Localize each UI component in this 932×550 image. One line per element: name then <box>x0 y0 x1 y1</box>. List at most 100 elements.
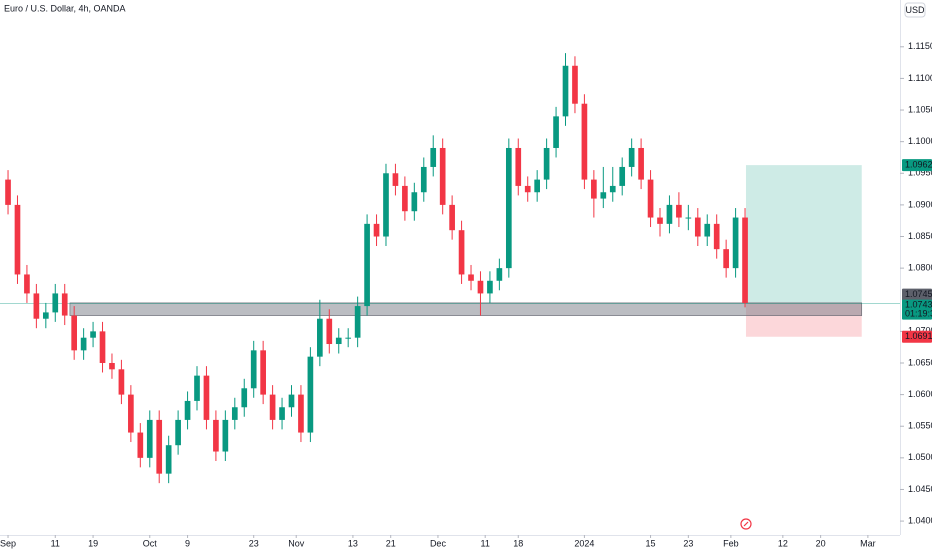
candle-body <box>14 204 21 275</box>
y-tick-label: 1.11500 <box>908 41 932 51</box>
alert-icon[interactable] <box>740 518 752 530</box>
y-tick-label: 1.11000 <box>908 73 932 83</box>
candle-body <box>647 179 654 218</box>
target-label-bg <box>902 159 932 172</box>
y-tick-label: 1.08500 <box>908 231 932 241</box>
candle-body <box>477 280 484 294</box>
stop-label: 1.06915 <box>905 331 932 341</box>
candle-body <box>723 249 729 269</box>
candle-body <box>402 185 408 212</box>
candle-body <box>326 318 333 345</box>
candle-body <box>203 375 210 420</box>
currency-label: USD <box>905 5 925 15</box>
x-tick-label: 21 <box>386 538 396 548</box>
candle-body <box>685 217 692 219</box>
y-tick-label: 1.09000 <box>908 199 932 209</box>
support-zone <box>69 302 863 316</box>
x-tick-label: Dec <box>430 538 447 548</box>
y-tick-label: 1.07000 <box>908 326 932 336</box>
last-price-bg <box>902 299 932 320</box>
x-tick-label: 11 <box>481 538 490 548</box>
y-tick-label: 1.10500 <box>908 104 932 114</box>
x-tick-label: 12 <box>778 538 788 548</box>
candle-body <box>231 407 238 420</box>
candle-body <box>619 166 626 186</box>
candle-body <box>383 173 389 237</box>
candle-body <box>515 147 522 186</box>
target-label: 1.09629 <box>905 159 932 169</box>
candle-body <box>524 185 531 193</box>
x-tick-label: 19 <box>88 538 98 548</box>
candle-body <box>553 116 559 148</box>
candle-body <box>61 293 68 316</box>
entry-label: 1.07454 <box>905 289 932 299</box>
y-tick-label: 1.04500 <box>908 484 932 494</box>
candle-body <box>562 65 569 117</box>
candle-body <box>600 192 607 199</box>
candle-body <box>581 103 588 180</box>
candle-body <box>90 331 96 338</box>
candle-body <box>128 394 134 433</box>
candle-body <box>52 293 59 313</box>
x-tick-label: 20 <box>816 538 826 548</box>
candle-body <box>42 312 49 319</box>
candle-body <box>213 419 219 452</box>
candle-body <box>175 419 181 446</box>
candle-body <box>468 274 474 281</box>
candle-body <box>392 173 399 186</box>
x-tick-label: Oct <box>143 538 158 548</box>
x-tick-label: 15 <box>646 538 656 548</box>
candle-body <box>184 400 191 420</box>
x-tick-label: 23 <box>249 538 259 548</box>
candle-body <box>118 369 125 395</box>
candle-body <box>137 432 144 458</box>
currency-box[interactable] <box>904 2 926 18</box>
candle-body <box>364 223 370 307</box>
candle-body <box>572 65 578 104</box>
candle-body <box>411 192 418 212</box>
candle-body <box>317 318 323 357</box>
candle-body <box>99 331 106 363</box>
entry-label-bg <box>902 288 932 301</box>
y-tick-label: 1.09500 <box>908 168 932 178</box>
x-tick-label: 23 <box>683 538 693 548</box>
candle-body <box>241 388 248 408</box>
countdown-label: 01:19:39 <box>905 309 932 319</box>
candle-body <box>24 274 30 294</box>
candle-body <box>194 375 200 401</box>
candle-body <box>609 185 616 193</box>
candle-body <box>732 217 739 269</box>
y-tick-label: 1.04000 <box>908 515 932 525</box>
candle-body <box>534 179 540 193</box>
candle-body <box>694 217 701 237</box>
candle-body <box>288 394 295 408</box>
candle-body <box>335 337 342 345</box>
candle-body <box>591 179 597 199</box>
y-tick-label: 1.10000 <box>908 136 932 146</box>
x-tick-label: 18 <box>513 538 523 548</box>
candle-body <box>156 419 163 474</box>
candle-body <box>260 350 266 395</box>
candle-body <box>505 147 512 269</box>
candle-body <box>373 223 380 237</box>
candle-body <box>298 394 304 433</box>
candle-body <box>146 419 153 458</box>
y-tick-label: 1.05000 <box>908 452 932 462</box>
candle-body <box>496 268 503 281</box>
candle-body <box>80 337 87 351</box>
x-tick-label: 11 <box>51 538 60 548</box>
y-tick-label: 1.08000 <box>908 263 932 273</box>
candle-body <box>345 337 352 339</box>
x-tick-label: 2024 <box>574 538 594 548</box>
candle-body <box>5 179 11 205</box>
candle-body <box>704 223 711 237</box>
candle-body <box>638 147 644 180</box>
candle-body <box>487 280 493 294</box>
x-tick-label: Feb <box>723 538 739 548</box>
candle-body <box>71 315 78 351</box>
candle-body <box>354 306 361 338</box>
candle-body <box>666 204 673 224</box>
x-tick-label: Sep <box>0 538 16 548</box>
